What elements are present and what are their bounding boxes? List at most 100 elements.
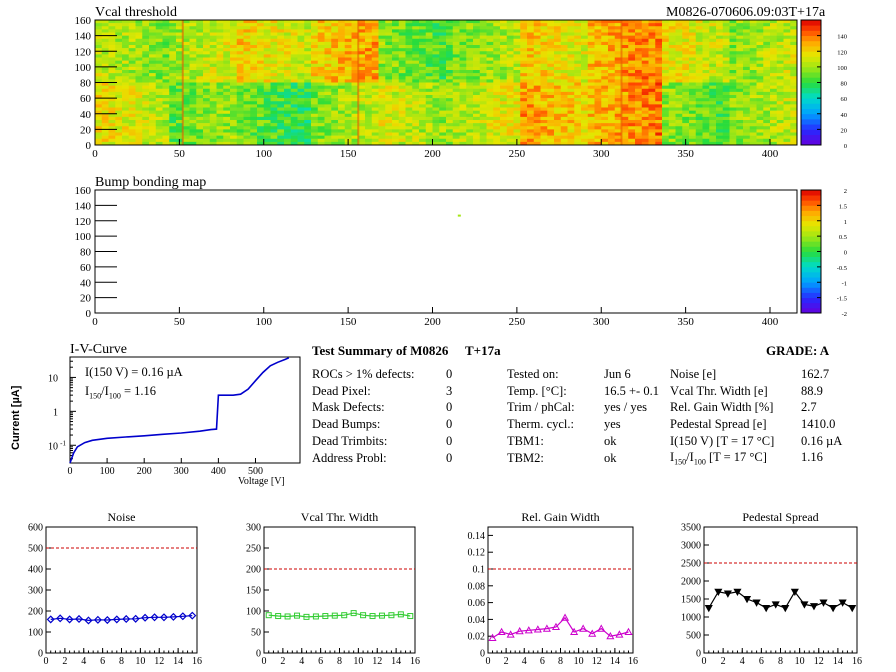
vcal-cell: [135, 26, 143, 30]
vcal-cell: [581, 82, 589, 86]
vcal-cell: [790, 85, 798, 90]
vcal-cell: [540, 32, 548, 36]
vcal-cell: [101, 32, 109, 36]
vcal-cell: [331, 85, 339, 90]
vcal-cell: [432, 41, 440, 46]
vcal-cell: [776, 79, 784, 83]
vcal-cell: [473, 20, 481, 24]
vcal-cell: [655, 98, 663, 102]
vcal-cell: [655, 120, 663, 124]
vcal-cell: [230, 120, 238, 124]
vcal-cell: [290, 82, 298, 86]
vcal-cell: [594, 32, 602, 36]
vcal-cell: [257, 29, 265, 33]
vcal-cell: [304, 51, 312, 55]
vcal-cell: [203, 57, 211, 61]
vcal-cell: [155, 35, 163, 40]
vcal-cell: [338, 107, 346, 111]
vcal-cell: [365, 45, 373, 49]
palette-tick-label: -2: [842, 311, 847, 318]
vcal-cell: [459, 132, 467, 136]
vcal-cell: [628, 45, 636, 49]
vcal-cell: [466, 88, 474, 93]
vcal-cell: [169, 57, 177, 61]
vcal-cell: [209, 110, 217, 115]
vcal-cell: [169, 91, 177, 96]
vcal-cell: [662, 129, 670, 133]
vcal-cell: [547, 135, 555, 140]
vcal-cell: [709, 57, 717, 61]
vcal-cell: [675, 126, 683, 130]
vcal-cell: [108, 70, 116, 74]
vcal-cell: [365, 76, 373, 80]
vcal-cell: [668, 51, 676, 55]
vcal-cell: [371, 51, 379, 55]
vcal-cell: [729, 60, 737, 65]
summary-ratio-label: I150/I100 [T = 17 °C]: [670, 450, 767, 467]
vcal-cell: [236, 54, 244, 58]
vcal-cell: [668, 88, 676, 93]
vcal-cell: [101, 82, 109, 86]
vcal-cell: [257, 141, 265, 146]
vcal-cell: [169, 70, 177, 74]
vcal-cell: [263, 132, 271, 136]
vcal-cell: [520, 41, 528, 46]
vcal-cell: [641, 45, 649, 49]
vcal-cell: [581, 35, 589, 40]
vcal-cell: [331, 20, 339, 24]
vcal-cell: [398, 63, 406, 68]
vcal-cell: [776, 73, 784, 77]
vcal-cell: [459, 95, 467, 99]
vcal-cell: [115, 104, 123, 108]
vcal-cell: [270, 123, 278, 127]
trend-xtick-label: 2: [504, 656, 509, 667]
vcal-cell: [209, 79, 217, 83]
vcal-cell: [317, 41, 325, 46]
vcal-cell: [351, 70, 359, 74]
vcal-cell: [189, 138, 197, 143]
vcal-cell: [776, 51, 784, 55]
vcal-cell: [385, 79, 393, 83]
vcal-cell: [405, 120, 413, 124]
vcal-cell: [655, 63, 663, 68]
vcal-cell: [243, 126, 251, 130]
vcal-cell: [425, 38, 433, 43]
vcal-cell: [662, 98, 670, 102]
vcal-cell: [722, 26, 730, 30]
vcal-cell: [182, 76, 190, 80]
vcal-cell: [594, 20, 602, 24]
vcal-cell: [567, 95, 575, 99]
vcal-cell: [263, 116, 271, 121]
vcal-cell: [263, 110, 271, 115]
vcal-cell: [284, 101, 292, 105]
vcal-cell: [689, 35, 697, 40]
vcal-cell: [722, 76, 730, 80]
vcal-cell: [371, 98, 379, 102]
vcal-cell: [203, 138, 211, 143]
vcal-cell: [608, 129, 616, 133]
vcal-cell: [702, 98, 710, 102]
vcal-cell: [567, 138, 575, 143]
vcal-cell: [216, 29, 224, 33]
vcal-cell: [763, 141, 771, 146]
palette-tick-label: 120: [837, 49, 847, 56]
vcal-cell: [783, 138, 791, 143]
vcal-cell: [540, 120, 548, 124]
vcal-cell: [662, 26, 670, 30]
vcal-cell: [324, 26, 332, 30]
vcal-cell: [304, 66, 312, 71]
vcal-cell: [486, 126, 494, 130]
vcal-cell: [560, 91, 568, 96]
iv-xtick-label: 500: [248, 466, 263, 477]
vcal-cell: [419, 70, 427, 74]
vcal-cell: [621, 60, 629, 65]
vcal-cell: [581, 113, 589, 118]
vcal-cell: [263, 23, 271, 27]
vcal-cell: [520, 98, 528, 102]
vcal-cell: [776, 38, 784, 43]
vcal-cell: [344, 95, 352, 99]
vcal-cell: [506, 76, 514, 80]
vcal-cell: [432, 98, 440, 102]
vcal-cell: [331, 79, 339, 83]
